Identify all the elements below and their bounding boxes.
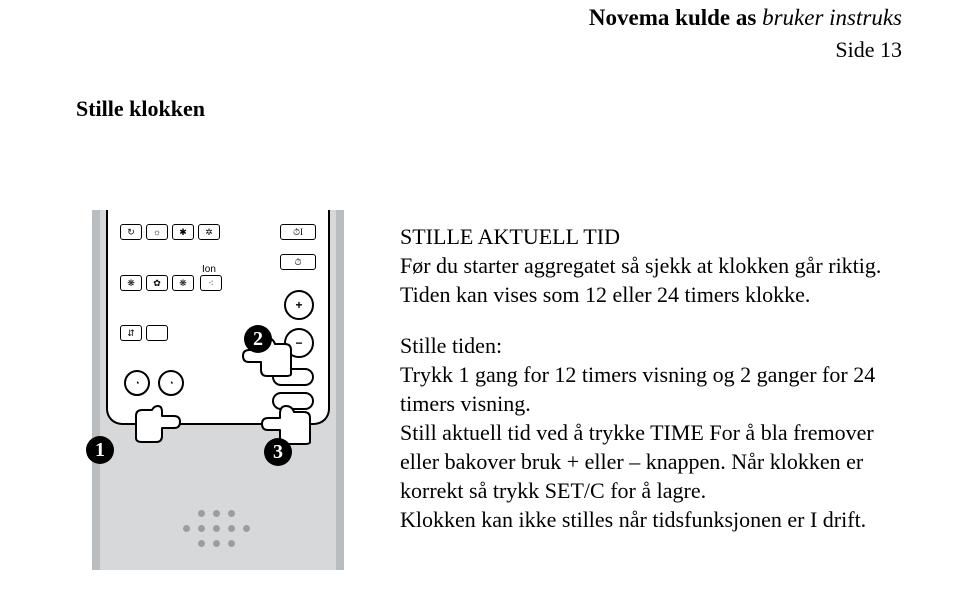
clock-on-display: ⏱I (280, 224, 316, 240)
mode-icons-row: ↻ ☼ ✱ ✲ (120, 224, 220, 240)
marker-3: 3 (264, 438, 292, 466)
p2-line3: Klokken kan ikke stilles når tidsfunksjo… (400, 507, 866, 532)
section-title: Stille klokken (76, 96, 205, 122)
fan-icons-row: ❋ ✿ ❋ (120, 275, 194, 291)
plus-button[interactable]: + (284, 290, 314, 320)
fan-icon: ❋ (172, 275, 194, 291)
remote-inner-panel: ↻ ☼ ✱ ✲ ⏱I ❋ ✿ ❋ Ion ⁖ (106, 210, 330, 425)
clock-icon: ◔ (134, 379, 139, 388)
ion-icon: ⁖ (200, 275, 222, 291)
p1-title: STILLE AKTUELL TID (400, 224, 620, 249)
airflow-icon: ⇵ (120, 325, 142, 341)
time-button-2[interactable]: ◔ (158, 370, 184, 396)
ion-label: Ion (202, 264, 216, 275)
blank-icon (146, 325, 168, 341)
header-brand: Novema kulde as bruker instruks (589, 2, 902, 33)
p2-title: Stille tiden: (400, 333, 502, 358)
brand-bold: Novema kulde as (589, 5, 756, 30)
fan-icon: ✿ (146, 275, 168, 291)
clock-off-display: ⏱ (280, 254, 316, 270)
p2-line2: Still aktuell tid ved å trykke TIME For … (400, 420, 874, 503)
p1-line2: Tiden kan vises som 12 eller 24 timers k… (400, 282, 810, 307)
clock-icon: ◔ (168, 379, 173, 388)
pointing-hand-icon (130, 402, 186, 446)
p2-line1: Trykk 1 gang for 12 timers visning og 2 … (400, 362, 875, 416)
speaker-grille (183, 510, 253, 550)
mode-icon: ✱ (172, 224, 194, 240)
time-button[interactable]: ◔ (124, 370, 150, 396)
brand-italic: bruker instruks (762, 5, 902, 30)
remote-body: ↻ ☼ ✱ ✲ ⏱I ❋ ✿ ❋ Ion ⁖ (92, 210, 344, 570)
plus-icon: + (295, 299, 302, 311)
p1-line1: Før du starter aggregatet så sjekk at kl… (400, 253, 881, 278)
fan-icon: ❋ (120, 275, 142, 291)
airflow-icons-row: ⇵ (120, 325, 168, 341)
mode-icon: ✲ (198, 224, 220, 240)
marker-2: 2 (244, 325, 272, 353)
marker-1: 1 (86, 436, 114, 464)
header-page: Side 13 (589, 35, 902, 65)
mode-icon: ☼ (146, 224, 168, 240)
instruction-text: STILLE AKTUELL TID Før du starter aggreg… (400, 222, 900, 556)
mode-icon: ↻ (120, 224, 142, 240)
remote-illustration: ↻ ☼ ✱ ✲ ⏱I ❋ ✿ ❋ Ion ⁖ (72, 210, 364, 570)
